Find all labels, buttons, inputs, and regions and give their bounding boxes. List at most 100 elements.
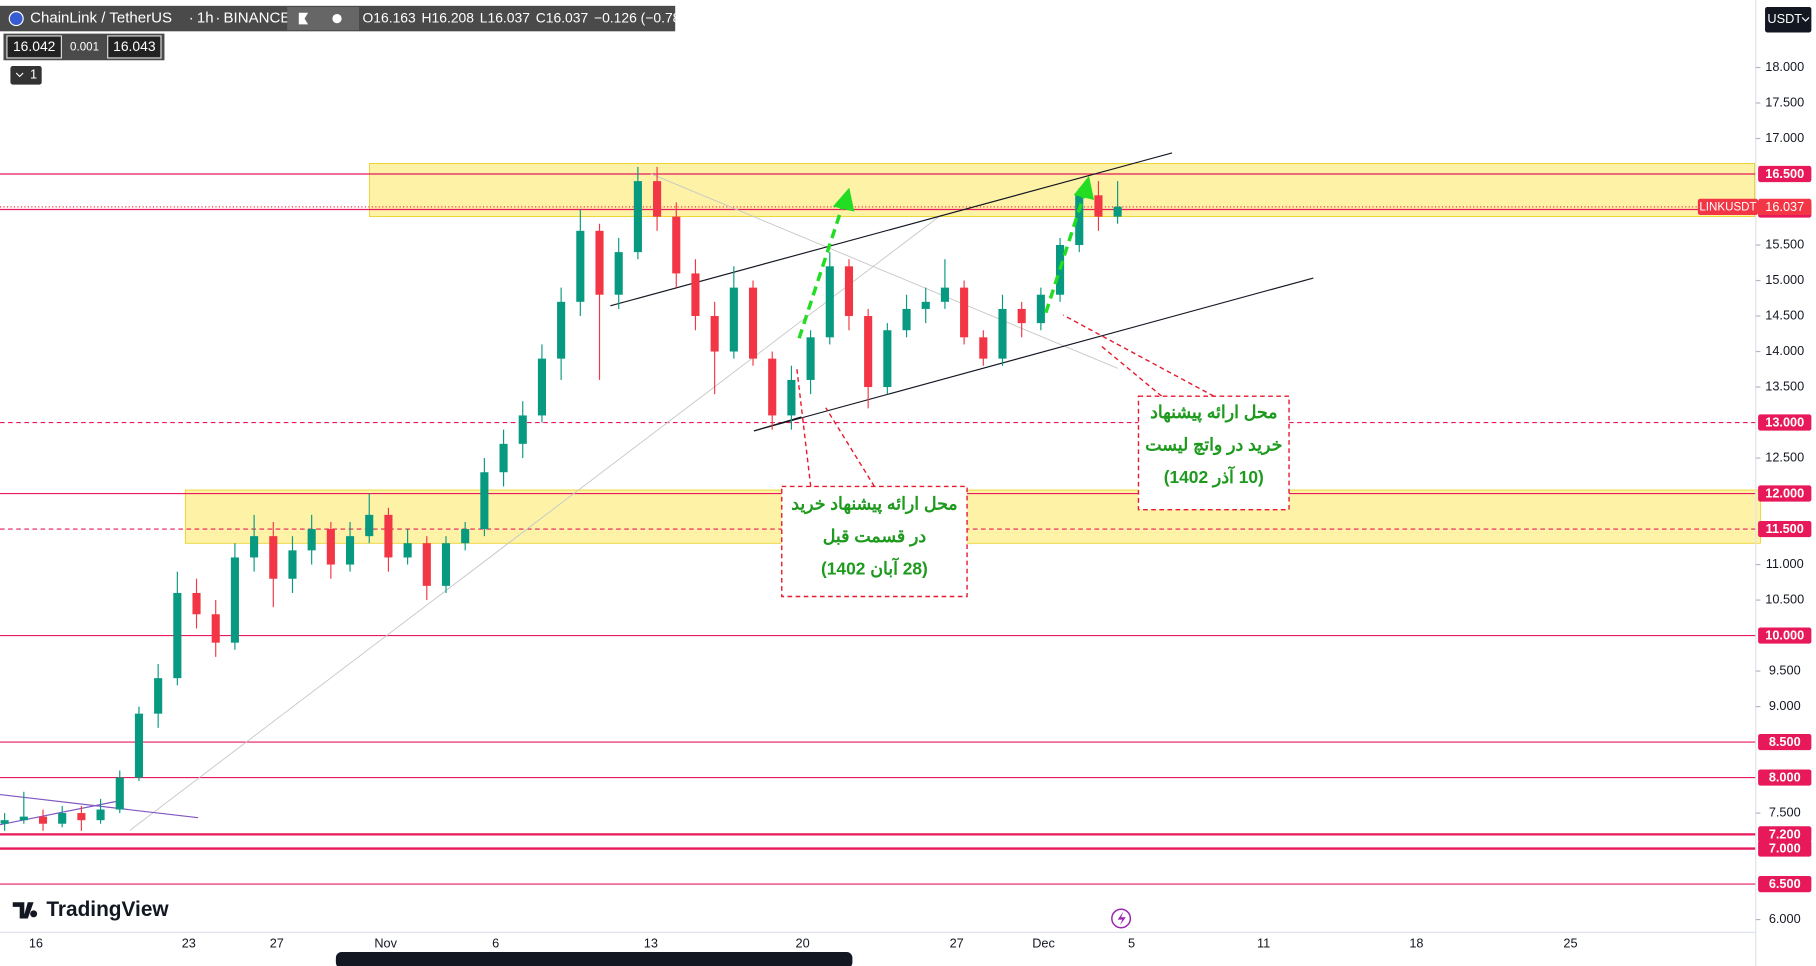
separator: · — [189, 10, 194, 27]
candle-body — [729, 287, 738, 352]
candle-body — [1017, 308, 1026, 324]
candle-body — [345, 536, 355, 565]
x-tick-label: Dec — [1032, 935, 1055, 950]
channel-line — [753, 416, 802, 432]
indicators-toggle[interactable] — [10, 66, 42, 85]
ohlc-value: O16.163 — [363, 9, 417, 25]
status-icon[interactable] — [332, 13, 342, 24]
arrow — [797, 203, 845, 339]
candle-body — [307, 529, 316, 551]
candle-body — [58, 813, 67, 824]
x-tick-label: 23 — [182, 935, 196, 950]
drawing-toolbar[interactable] — [335, 952, 853, 966]
candle-body — [883, 330, 892, 388]
x-tick-label: 27 — [950, 935, 964, 950]
flag-icon[interactable] — [298, 12, 309, 25]
header-buttons[interactable] — [287, 6, 360, 31]
ohlc-value: −0.126 (−0.78%) — [594, 9, 697, 25]
candle-body — [748, 287, 758, 359]
candle-body — [691, 273, 700, 317]
x-tick-label: Nov — [374, 935, 397, 950]
candle-body — [365, 514, 374, 537]
y-tick-label: 14.000 — [1765, 343, 1804, 358]
level-badge — [1758, 826, 1812, 843]
brand-name: TradingView — [46, 898, 169, 921]
trend-line — [650, 173, 1118, 369]
currency[interactable]: USDT — [1767, 11, 1802, 26]
candle-body — [326, 529, 335, 565]
bid-box[interactable] — [6, 35, 62, 59]
event-icon[interactable] — [1111, 908, 1132, 929]
chevron-icon[interactable] — [15, 72, 24, 78]
symbol-logo — [8, 11, 24, 27]
y-tick-label: 15.000 — [1765, 272, 1804, 287]
candle-body — [902, 308, 911, 331]
y-tick-label: 13.500 — [1765, 378, 1804, 393]
channel-line — [610, 152, 1173, 307]
candle-body — [614, 252, 623, 295]
level-label: 10.000 — [1765, 627, 1804, 642]
candle-body — [1113, 206, 1122, 217]
level-badge — [1758, 840, 1812, 857]
y-tick-label: 9.000 — [1769, 698, 1801, 713]
y-tick-label: 10.500 — [1765, 591, 1804, 606]
x-tick-label: 13 — [644, 935, 658, 950]
bid[interactable]: 16.042 — [13, 38, 56, 54]
candle-body — [1036, 294, 1045, 324]
channel-line — [753, 277, 1314, 432]
currency-button[interactable] — [1765, 6, 1812, 33]
candle-body — [518, 415, 527, 444]
ask-box[interactable] — [107, 35, 162, 59]
indicators-count[interactable]: 1 — [30, 67, 37, 82]
candle-body — [19, 816, 28, 821]
y-tick-label: 17.500 — [1765, 94, 1804, 109]
candle-body — [480, 472, 489, 530]
x-tick-label: 5 — [1128, 935, 1135, 950]
level-badge — [1758, 414, 1812, 431]
x-tick-label: 6 — [492, 935, 499, 950]
level-label: 8.000 — [1769, 770, 1801, 785]
candle-body — [1075, 195, 1084, 246]
ask[interactable]: 16.043 — [113, 38, 156, 54]
candle-body — [825, 266, 834, 338]
candle-body — [250, 536, 259, 558]
candle-body — [441, 543, 451, 586]
level-badge — [1758, 485, 1812, 502]
candle-body — [537, 358, 546, 416]
level-badge — [1758, 165, 1812, 183]
candle-body — [576, 230, 585, 302]
y-tick-label: 6.000 — [1769, 911, 1801, 926]
event-icon-bolt[interactable] — [1117, 911, 1126, 926]
interval[interactable]: 1h — [197, 10, 214, 27]
candle-body — [998, 308, 1007, 359]
header: ChainLink / TetherUS · 1h · BINANCE O16.… — [0, 5, 1812, 85]
zone — [369, 163, 1755, 217]
y-tick-label: 17.000 — [1765, 130, 1804, 145]
candle-body — [288, 550, 297, 579]
arrow-head — [1073, 175, 1095, 201]
candle-body — [422, 543, 431, 586]
level-label: 12.000 — [1765, 485, 1804, 500]
annotation-text: محل ارائه پیشنهاد خرید — [791, 494, 957, 515]
candle-body — [710, 316, 719, 352]
symbol[interactable]: ChainLink / TetherUS — [30, 10, 172, 27]
symbol-badge — [1697, 198, 1759, 215]
candle-body — [672, 216, 681, 274]
y-tick-label: 12.500 — [1765, 449, 1804, 464]
last-price-label: 16.037 — [1765, 199, 1804, 214]
candle-body — [633, 181, 642, 253]
ohlc-value: C16.037 — [536, 9, 589, 25]
chevron-icon[interactable] — [1801, 17, 1810, 22]
spread: 0.001 — [70, 42, 99, 54]
candle-body — [154, 678, 163, 714]
candle-body — [1094, 195, 1103, 217]
x-tick-label: 11 — [1257, 935, 1270, 950]
callout-pointer — [796, 368, 876, 487]
level-label: 7.200 — [1769, 826, 1801, 841]
last-price-badge — [1758, 198, 1812, 215]
candle-body — [557, 301, 566, 359]
level-badge — [1758, 520, 1812, 538]
annotation-text: (28 آبان 1402) — [821, 557, 928, 578]
candle-body — [192, 592, 201, 615]
